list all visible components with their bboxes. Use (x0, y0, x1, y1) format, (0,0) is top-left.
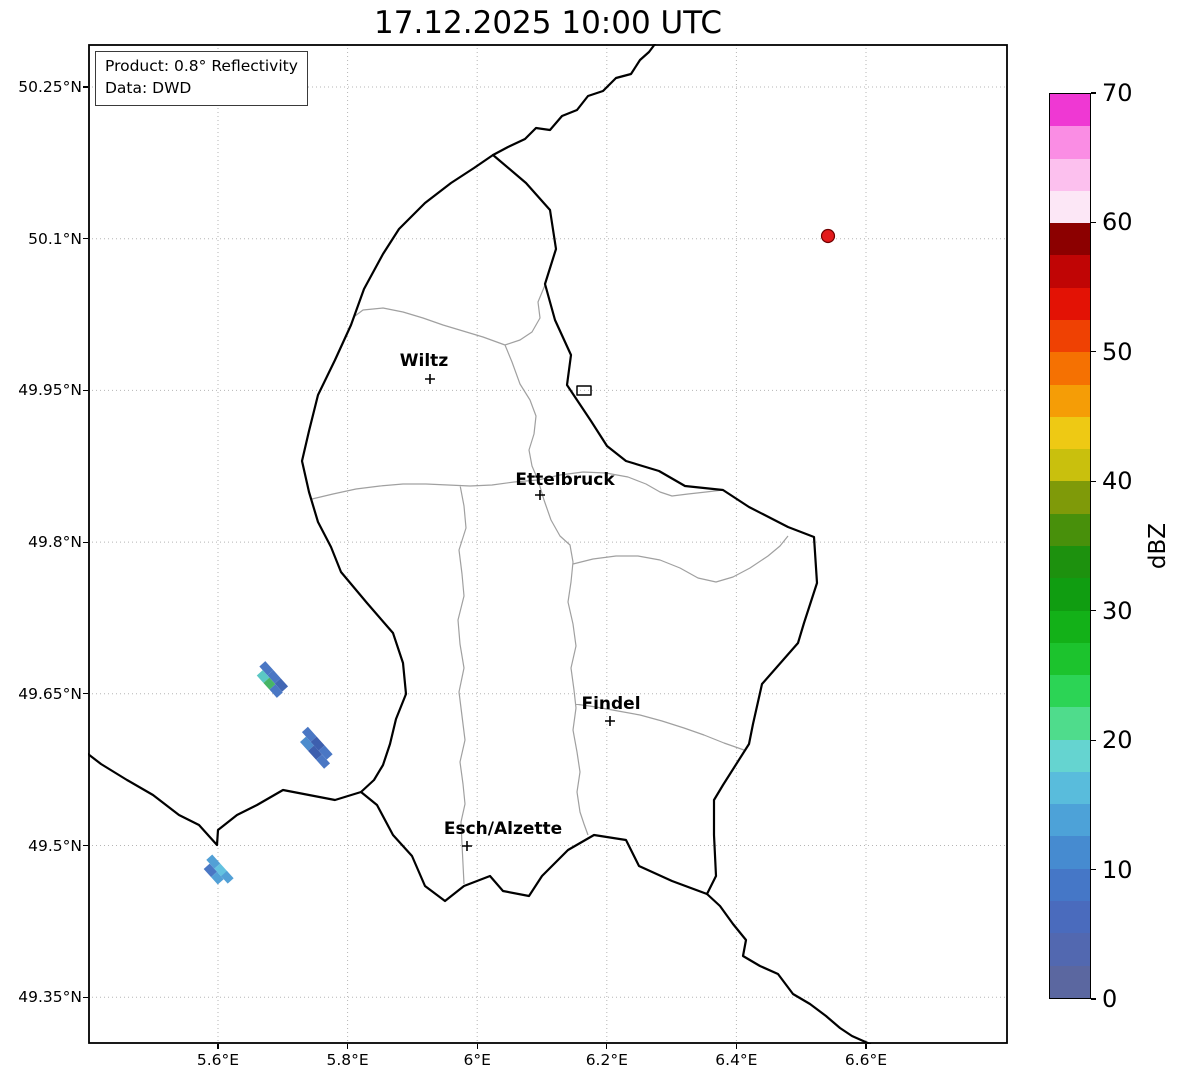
city-label: Findel (581, 694, 641, 714)
x-tick-mark (735, 1044, 737, 1049)
x-tick-mark (865, 1044, 867, 1049)
colorbar-tick-label: 0 (1102, 985, 1118, 1013)
district-borders (311, 284, 789, 885)
colorbar-segments (1050, 94, 1090, 998)
border-north-extension (491, 44, 657, 157)
colorbar-segment (1050, 804, 1090, 837)
colorbar-tick-mark (1091, 92, 1096, 94)
colorbar-tick-label: 10 (1102, 855, 1133, 884)
y-tick-label: 49.35°N (18, 988, 82, 1007)
x-tick-label: 6.4°E (715, 1051, 758, 1069)
colorbar-segment (1050, 126, 1090, 159)
radar-echoes (203, 661, 333, 885)
colorbar-tick-mark (1091, 610, 1096, 612)
colorbar-segment (1050, 707, 1090, 740)
city-label: Wiltz (399, 351, 449, 371)
map-canvas (88, 44, 1008, 1044)
colorbar-tick-label: 30 (1102, 596, 1133, 625)
y-tick-label: 49.65°N (18, 684, 82, 703)
colorbar-tick-mark (1091, 998, 1096, 1000)
colorbar-segment (1050, 223, 1090, 256)
colorbar-segment (1050, 384, 1090, 417)
x-tick-mark (347, 1044, 349, 1049)
colorbar-segment (1050, 416, 1090, 450)
x-tick-label: 5.8°E (326, 1051, 369, 1069)
colorbar-tick-label: 50 (1102, 337, 1133, 366)
city-markers (425, 374, 615, 851)
colorbar-segment (1050, 610, 1090, 643)
grid-lines (88, 44, 1008, 1044)
colorbar-segment (1050, 513, 1090, 546)
luxembourg-border (300, 153, 819, 903)
colorbar-segment (1050, 158, 1090, 191)
colorbar-segment (1050, 642, 1090, 676)
y-tick-label: 49.5°N (28, 836, 82, 855)
x-tick-label: 6.2°E (585, 1051, 628, 1069)
colorbar-segment (1050, 771, 1090, 805)
colorbar-tick-mark (1091, 480, 1096, 482)
colorbar (1049, 93, 1091, 999)
y-tick-mark (83, 541, 88, 543)
y-tick-mark (83, 844, 88, 847)
product-label: Product: 0.8° Reflectivity (105, 57, 298, 75)
colorbar-segment (1050, 675, 1090, 708)
colorbar-segment (1050, 287, 1090, 320)
x-tick-mark (476, 1044, 478, 1049)
x-tick-label: 5.6°E (196, 1051, 240, 1069)
country-borders (88, 44, 872, 1044)
colorbar-segment (1050, 901, 1090, 934)
colorbar-segment (1050, 94, 1090, 127)
x-tick-mark (217, 1044, 219, 1049)
x-tick-label: 6°E (463, 1051, 491, 1069)
y-tick-label: 49.95°N (18, 381, 82, 400)
city-label: Esch/Alzette (443, 819, 563, 839)
city-label: Ettelbruck (515, 470, 615, 490)
colorbar-tick-label: 40 (1102, 467, 1133, 496)
y-tick-mark (83, 238, 88, 240)
colorbar-segment (1050, 481, 1090, 514)
colorbar-segment (1050, 578, 1090, 611)
colorbar-tick-mark (1091, 221, 1096, 224)
colorbar-segment (1050, 190, 1090, 224)
x-tick-label: 6.6°E (844, 1051, 888, 1069)
colorbar-segment (1050, 739, 1090, 772)
x-tick-mark (606, 1044, 608, 1049)
plot-frame (88, 44, 1008, 1044)
y-tick-label: 49.8°N (28, 533, 82, 552)
colorbar-segment (1050, 319, 1090, 353)
data-source-label: Data: DWD (105, 79, 192, 98)
enclave-outline (576, 385, 592, 396)
colorbar-segment (1050, 545, 1090, 579)
figure-title: 17.12.2025 10:00 UTC (374, 5, 722, 41)
colorbar-tick-mark (1091, 739, 1096, 741)
colorbar-segment (1050, 868, 1090, 902)
radar-site-marker (820, 228, 836, 244)
colorbar-tick-label: 60 (1102, 208, 1133, 237)
y-tick-label: 50.1°N (28, 229, 82, 248)
y-tick-mark (83, 389, 88, 391)
y-tick-mark (83, 86, 88, 88)
colorbar-axis-label: dBZ (1145, 522, 1171, 570)
colorbar-segment (1050, 449, 1090, 482)
colorbar-tick-label: 70 (1102, 79, 1133, 107)
colorbar-tick-mark (1091, 868, 1096, 871)
border-southeast-extension (705, 892, 872, 1044)
product-info-box: Product: 0.8° Reflectivity Data: DWD (95, 51, 308, 106)
map-plot: Product: 0.8° Reflectivity Data: DWD Wil… (88, 44, 1008, 1044)
colorbar-segment (1050, 933, 1090, 966)
colorbar-segment (1050, 965, 1090, 998)
colorbar-segment (1050, 352, 1090, 385)
colorbar-segment (1050, 255, 1090, 288)
y-tick-mark (83, 693, 88, 695)
y-tick-mark (83, 996, 88, 998)
border-southwest-extension (88, 752, 363, 847)
colorbar-segment (1050, 836, 1090, 869)
colorbar-tick-mark (1091, 351, 1096, 353)
y-tick-label: 50.25°N (18, 78, 82, 96)
colorbar-tick-label: 20 (1102, 726, 1133, 755)
